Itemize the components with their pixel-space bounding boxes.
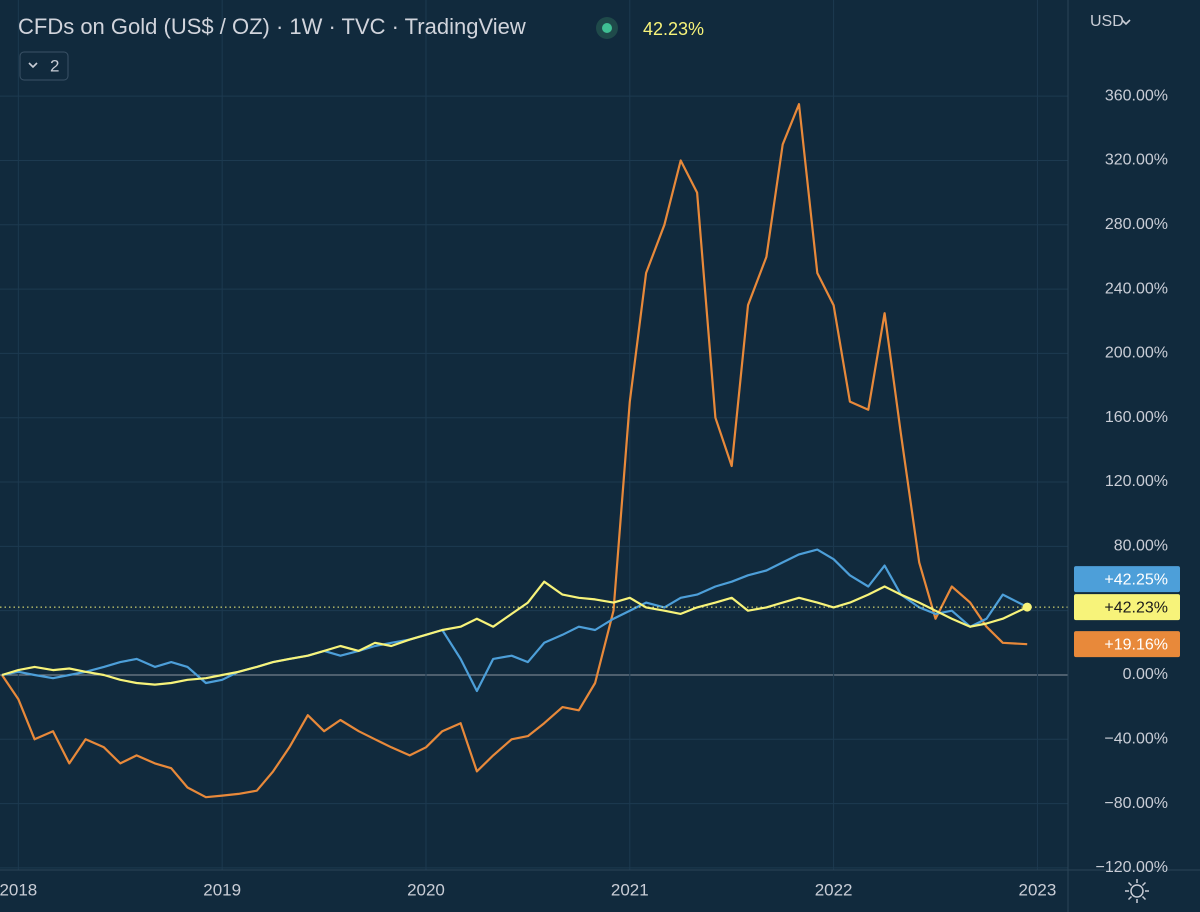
y-tick-label: −40.00% [1104,731,1168,748]
collapse-chevron [28,62,38,69]
currency-chevron [1121,19,1131,26]
currency-menu[interactable]: USD [1090,13,1124,30]
y-tick-label: −80.00% [1104,795,1168,812]
y-tick-label: −120.00% [1095,859,1168,876]
x-tick-label: 2023 [1019,880,1057,899]
last-value-tag [1074,631,1180,658]
x-tick-label: 2018 [0,880,37,899]
settings-icon[interactable] [1125,879,1149,903]
series-line [1,103,1028,799]
chart-title: CFDs on Gold (US$ / OZ) · 1W · TVC · Tra… [18,14,526,39]
last-value-label: +42.23% [1104,599,1168,616]
y-tick-label: 0.00% [1123,666,1168,683]
y-tick-label: 240.00% [1105,280,1168,297]
last-point [1022,602,1032,612]
plot [0,103,1068,799]
last-value-label: +19.16% [1104,636,1168,653]
y-tick-label: 360.00% [1105,87,1168,104]
collapse-button[interactable] [19,51,69,81]
series-line [1,548,1028,693]
y-tick-label: 160.00% [1105,409,1168,426]
x-tick-label: 2020 [407,880,445,899]
last-value-label: +42.25% [1104,571,1168,588]
y-tick-label: 80.00% [1114,538,1168,555]
y-tick-label: 120.00% [1105,473,1168,490]
x-tick-label: 2021 [611,880,649,899]
y-tick-label: 280.00% [1105,216,1168,233]
legend-value: 42.23% [643,19,704,39]
y-tick-label: 320.00% [1105,152,1168,169]
x-tick-label: 2022 [815,880,853,899]
grid [0,0,1068,870]
last-value-tag [1074,566,1180,593]
collapse-count: 2 [50,56,59,75]
last-value-tag [1074,594,1180,621]
x-tick-label: 2019 [203,880,241,899]
status-dot [602,23,612,33]
series-line [1,580,1028,686]
y-tick-label: 200.00% [1105,345,1168,362]
axes: −120.00%−80.00%−40.00%0.00%40.00%80.00%1… [0,87,1180,899]
